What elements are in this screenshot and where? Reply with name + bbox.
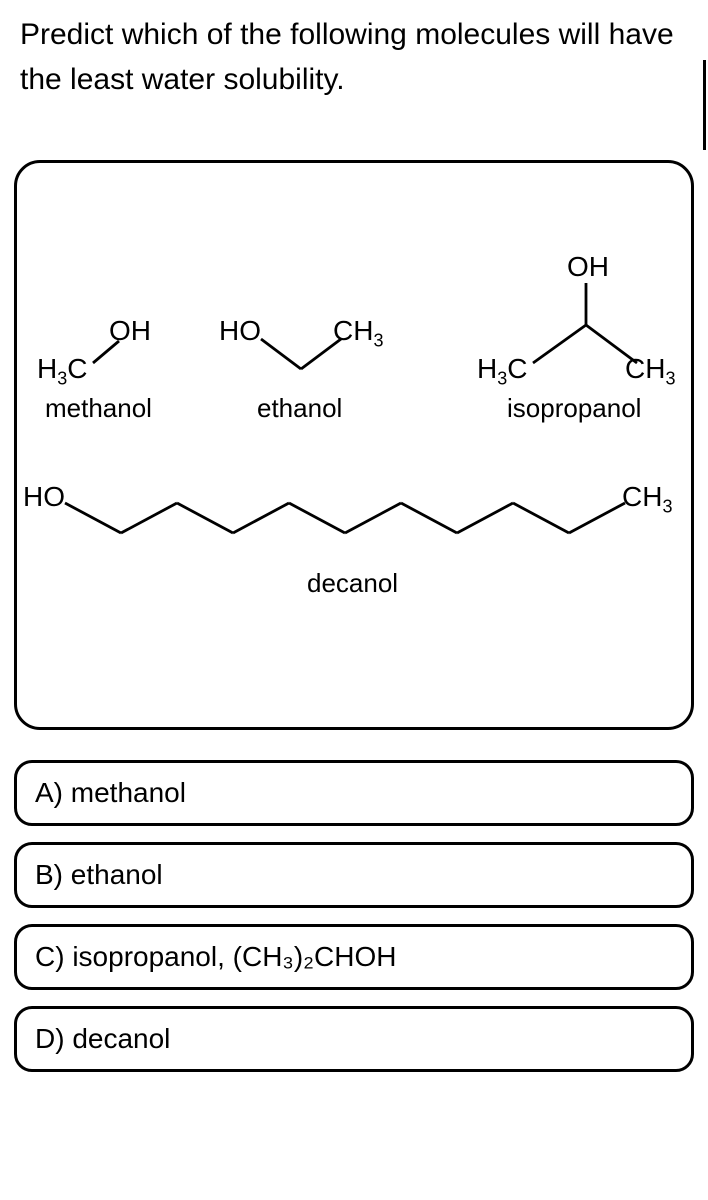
molecule-diagram: H3C OH methanol HO CH3 ethanol OH H3C CH… (14, 160, 694, 730)
option-c[interactable]: C) isopropanol, (CH₃)₂CHOH (14, 924, 694, 990)
option-d[interactable]: D) decanol (14, 1006, 694, 1072)
option-b[interactable]: B) ethanol (14, 842, 694, 908)
decanol-bonds (17, 163, 691, 727)
divider (703, 60, 706, 150)
option-a[interactable]: A) methanol (14, 760, 694, 826)
decanol-label: decanol (307, 568, 398, 599)
question-text: Predict which of the following molecules… (0, 0, 708, 110)
